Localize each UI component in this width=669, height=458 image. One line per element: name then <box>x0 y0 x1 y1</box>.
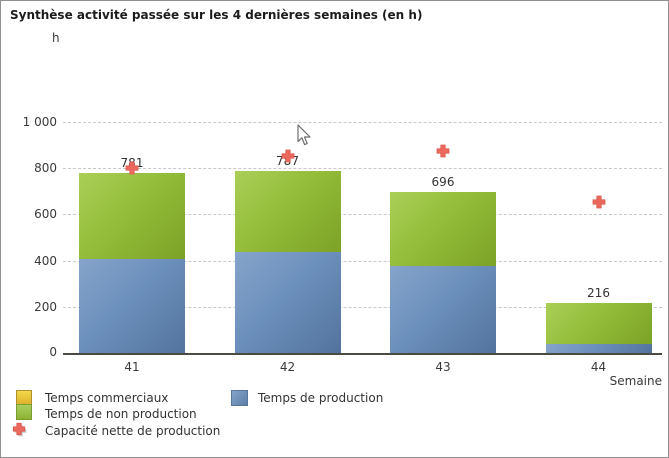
capacity-marker-icon-43 <box>436 143 450 158</box>
y-tick-label-600: 600 <box>34 207 57 222</box>
bar-segment-44-1 <box>545 303 652 344</box>
legend-capacity-cross-icon <box>12 422 27 437</box>
gridline-800 <box>63 168 662 170</box>
bar-segment-43-0 <box>390 265 496 353</box>
bar-segment-41-0 <box>79 258 185 353</box>
capacity-marker-icon-44 <box>592 194 606 208</box>
chart-title: Synthèse activité passée sur les 4 derni… <box>10 8 423 22</box>
y-tick-label-800: 800 <box>34 161 57 176</box>
x-tick-label-41: 41 <box>124 360 140 374</box>
y-axis-unit-label: h <box>52 31 60 45</box>
gridline-1000 <box>63 122 662 123</box>
x-tick-label-43: 43 <box>435 360 451 374</box>
legend-swatch-temps-production <box>231 390 248 406</box>
y-tick-label-1000: 1 000 <box>22 115 57 129</box>
bar-segment-42-0 <box>234 251 341 353</box>
bar-total-label-44: 216 <box>587 286 610 301</box>
gridline-400 <box>63 260 662 262</box>
bar-segment-43-1 <box>390 192 496 266</box>
gridline-200 <box>63 306 662 308</box>
y-tick-label-0: 0 <box>49 345 57 359</box>
x-axis-line <box>63 353 662 355</box>
legend-label-temps-non-production: Temps de non production <box>45 407 197 421</box>
x-tick-label-42: 42 <box>279 360 296 374</box>
x-axis-title: Semaine <box>609 374 662 388</box>
legend-label-temps-commerciaux: Temps commerciaux <box>45 391 169 405</box>
bar-segment-41-1 <box>79 172 185 259</box>
capacity-marker-icon-41 <box>125 160 139 175</box>
bar-segment-42-1 <box>234 171 341 252</box>
x-tick-label-44: 44 <box>590 360 607 374</box>
gridline-600 <box>63 214 662 216</box>
bar-total-label-43: 696 <box>431 175 455 190</box>
y-tick-label-200: 200 <box>34 299 57 314</box>
legend-label-capacite-nette: Capacité nette de production <box>45 424 221 438</box>
legend-swatch-temps-commerciaux <box>16 390 32 405</box>
capacity-marker-icon-42 <box>281 148 295 163</box>
y-tick-label-400: 400 <box>34 253 57 268</box>
legend-swatch-temps-non-production <box>16 404 32 420</box>
legend-label-temps-production: Temps de production <box>258 391 384 405</box>
mouse-cursor-icon <box>296 124 312 148</box>
bar-segment-44-0 <box>545 343 652 353</box>
